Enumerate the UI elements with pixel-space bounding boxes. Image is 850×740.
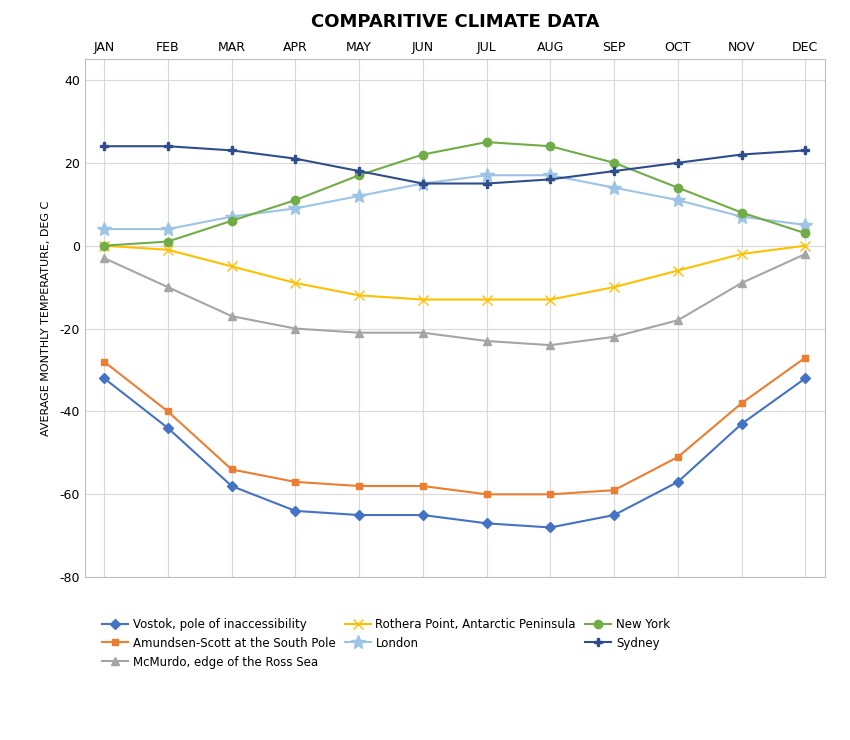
Sydney bbox=[481, 179, 491, 188]
Vostok, pole of inaccessibility bbox=[736, 420, 746, 428]
New York bbox=[99, 241, 109, 250]
Sydney bbox=[800, 146, 810, 155]
London bbox=[99, 225, 109, 234]
McMurdo, edge of the Ross Sea bbox=[481, 337, 491, 346]
Amundsen-Scott at the South Pole bbox=[99, 357, 109, 366]
New York bbox=[736, 208, 746, 217]
Vostok, pole of inaccessibility bbox=[800, 374, 810, 383]
McMurdo, edge of the Ross Sea bbox=[672, 316, 683, 325]
London bbox=[226, 212, 236, 221]
London bbox=[290, 204, 301, 213]
New York bbox=[481, 138, 491, 147]
Amundsen-Scott at the South Pole bbox=[672, 453, 683, 462]
McMurdo, edge of the Ross Sea bbox=[609, 332, 619, 341]
Rothera Point, Antarctic Peninsula bbox=[417, 295, 428, 304]
Rothera Point, Antarctic Peninsula bbox=[354, 291, 364, 300]
Line: Vostok, pole of inaccessibility: Vostok, pole of inaccessibility bbox=[100, 375, 809, 531]
McMurdo, edge of the Ross Sea bbox=[736, 278, 746, 287]
Sydney bbox=[672, 158, 683, 167]
Rothera Point, Antarctic Peninsula bbox=[290, 278, 301, 287]
McMurdo, edge of the Ross Sea bbox=[417, 329, 428, 337]
McMurdo, edge of the Ross Sea bbox=[354, 329, 364, 337]
Line: Rothera Point, Antarctic Peninsula: Rothera Point, Antarctic Peninsula bbox=[99, 240, 810, 304]
Rothera Point, Antarctic Peninsula bbox=[546, 295, 556, 304]
Sydney bbox=[546, 175, 556, 184]
Rothera Point, Antarctic Peninsula bbox=[162, 246, 173, 255]
Rothera Point, Antarctic Peninsula bbox=[99, 241, 109, 250]
London bbox=[800, 221, 810, 229]
Y-axis label: AVERAGE MONTHLY TEMPERATURE, DEG C: AVERAGE MONTHLY TEMPERATURE, DEG C bbox=[42, 201, 51, 436]
New York bbox=[226, 216, 236, 225]
Vostok, pole of inaccessibility bbox=[546, 523, 556, 532]
McMurdo, edge of the Ross Sea bbox=[99, 254, 109, 263]
Legend: Vostok, pole of inaccessibility, Amundsen-Scott at the South Pole, McMurdo, edge: Vostok, pole of inaccessibility, Amundse… bbox=[99, 614, 673, 672]
Line: Amundsen-Scott at the South Pole: Amundsen-Scott at the South Pole bbox=[100, 354, 809, 498]
New York bbox=[354, 171, 364, 180]
Sydney bbox=[417, 179, 428, 188]
McMurdo, edge of the Ross Sea bbox=[290, 324, 301, 333]
London bbox=[672, 195, 683, 204]
Amundsen-Scott at the South Pole bbox=[417, 482, 428, 491]
Amundsen-Scott at the South Pole bbox=[609, 485, 619, 494]
Amundsen-Scott at the South Pole bbox=[481, 490, 491, 499]
Rothera Point, Antarctic Peninsula bbox=[226, 262, 236, 271]
Vostok, pole of inaccessibility bbox=[162, 423, 173, 432]
Vostok, pole of inaccessibility bbox=[672, 477, 683, 486]
Rothera Point, Antarctic Peninsula bbox=[672, 266, 683, 275]
Amundsen-Scott at the South Pole bbox=[736, 399, 746, 408]
New York bbox=[546, 142, 556, 151]
Rothera Point, Antarctic Peninsula bbox=[800, 241, 810, 250]
Rothera Point, Antarctic Peninsula bbox=[609, 283, 619, 292]
Vostok, pole of inaccessibility bbox=[609, 511, 619, 519]
Sydney bbox=[99, 142, 109, 151]
London bbox=[354, 192, 364, 201]
Title: COMPARITIVE CLIMATE DATA: COMPARITIVE CLIMATE DATA bbox=[310, 13, 599, 31]
Rothera Point, Antarctic Peninsula bbox=[736, 249, 746, 258]
Line: New York: New York bbox=[100, 138, 809, 250]
McMurdo, edge of the Ross Sea bbox=[546, 340, 556, 349]
Vostok, pole of inaccessibility bbox=[226, 482, 236, 491]
New York bbox=[162, 237, 173, 246]
Amundsen-Scott at the South Pole bbox=[226, 465, 236, 474]
New York bbox=[800, 229, 810, 238]
Amundsen-Scott at the South Pole bbox=[290, 477, 301, 486]
New York bbox=[672, 184, 683, 192]
Vostok, pole of inaccessibility bbox=[99, 374, 109, 383]
McMurdo, edge of the Ross Sea bbox=[800, 249, 810, 258]
London bbox=[546, 171, 556, 180]
London bbox=[481, 171, 491, 180]
New York bbox=[609, 158, 619, 167]
Sydney bbox=[162, 142, 173, 151]
Line: London: London bbox=[97, 168, 813, 236]
Amundsen-Scott at the South Pole bbox=[546, 490, 556, 499]
New York bbox=[417, 150, 428, 159]
Vostok, pole of inaccessibility bbox=[417, 511, 428, 519]
Line: McMurdo, edge of the Ross Sea: McMurdo, edge of the Ross Sea bbox=[100, 250, 809, 349]
Line: Sydney: Sydney bbox=[100, 142, 809, 188]
Amundsen-Scott at the South Pole bbox=[800, 353, 810, 362]
Vostok, pole of inaccessibility bbox=[481, 519, 491, 528]
Vostok, pole of inaccessibility bbox=[290, 506, 301, 515]
London bbox=[162, 225, 173, 234]
Amundsen-Scott at the South Pole bbox=[354, 482, 364, 491]
London bbox=[736, 212, 746, 221]
London bbox=[609, 184, 619, 192]
McMurdo, edge of the Ross Sea bbox=[226, 312, 236, 320]
Sydney bbox=[609, 166, 619, 175]
Rothera Point, Antarctic Peninsula bbox=[481, 295, 491, 304]
Sydney bbox=[226, 146, 236, 155]
Sydney bbox=[354, 166, 364, 175]
New York bbox=[290, 195, 301, 204]
Sydney bbox=[736, 150, 746, 159]
Sydney bbox=[290, 154, 301, 163]
Vostok, pole of inaccessibility bbox=[354, 511, 364, 519]
London bbox=[417, 179, 428, 188]
Amundsen-Scott at the South Pole bbox=[162, 407, 173, 416]
McMurdo, edge of the Ross Sea bbox=[162, 283, 173, 292]
